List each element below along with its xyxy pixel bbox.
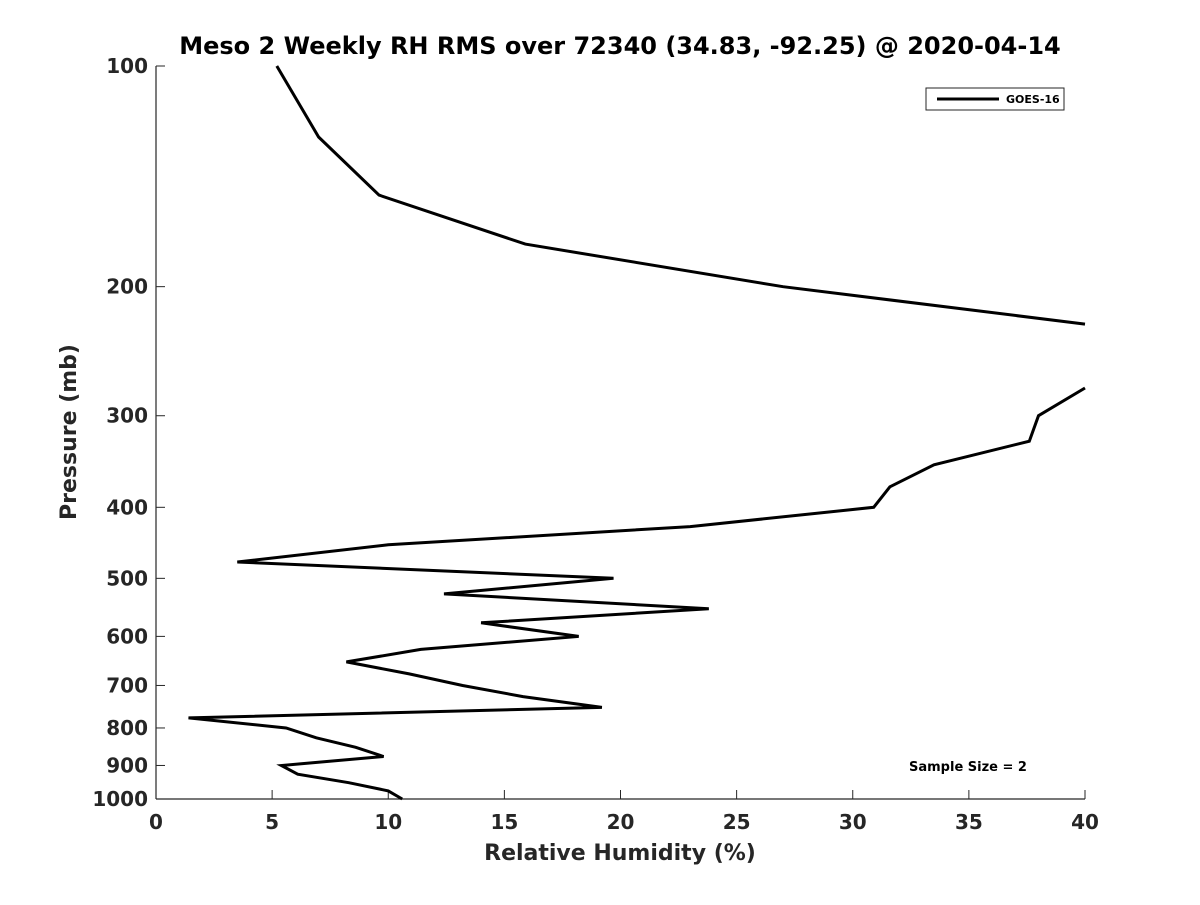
y-tick-label: 600	[106, 624, 148, 648]
y-axis-label: Pressure (mb)	[57, 344, 82, 520]
x-tick-label: 0	[149, 810, 163, 834]
x-tick-label: 40	[1071, 810, 1099, 834]
x-tick-label: 25	[723, 810, 751, 834]
x-tick-label: 5	[265, 810, 279, 834]
x-tick-label: 30	[839, 810, 867, 834]
y-tick-label: 500	[106, 566, 148, 590]
y-tick-label: 1000	[92, 787, 148, 811]
y-tick-label: 900	[106, 753, 148, 777]
x-tick-label: 35	[955, 810, 983, 834]
axes-layer: 0 5 10 15 20 25 30 35 40 100 200 300 400 500 600 700 800…	[92, 54, 1099, 834]
y-tick-label: 400	[106, 495, 148, 519]
x-tick-label: 20	[607, 810, 635, 834]
y-tick-label: 800	[106, 716, 148, 740]
legend-label-goes16: GOES-16	[1006, 93, 1060, 106]
sample-size-annotation: Sample Size = 2	[909, 760, 1027, 775]
legend: GOES-16	[925, 87, 1065, 111]
x-tick-label: 15	[490, 810, 518, 834]
series-line-goes16	[188, 65, 1086, 801]
y-tick-label: 700	[106, 673, 148, 697]
x-tick-label: 10	[374, 810, 402, 834]
series-layer	[188, 65, 1086, 801]
x-axis-label: Relative Humidity (%)	[484, 841, 756, 866]
y-tick-label: 100	[106, 54, 148, 78]
y-tick-label: 200	[106, 275, 148, 299]
y-tick-label: 300	[106, 404, 148, 428]
chart-title: Meso 2 Weekly RH RMS over 72340 (34.83, …	[179, 32, 1061, 60]
